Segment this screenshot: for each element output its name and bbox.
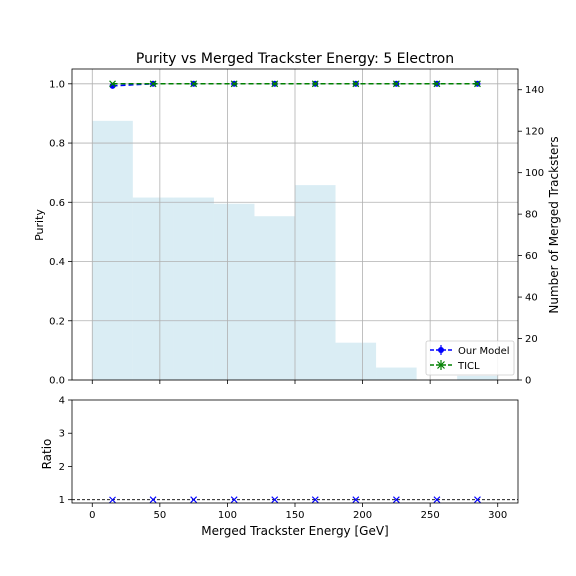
- data-point-ticl: [392, 80, 400, 88]
- legend-label-our-model: Our Model: [458, 346, 510, 357]
- legend-marker-ticl: [437, 361, 445, 369]
- y2-tick-label: 100: [525, 168, 544, 179]
- legend-entry-ticl: TICL: [430, 360, 480, 372]
- x-axis-ticks: 0 50 100 150 200 250 300: [89, 503, 507, 521]
- y2-tick-label: 60: [525, 251, 538, 262]
- ratio-point: [271, 496, 279, 504]
- x-tick-label: 0: [89, 510, 95, 521]
- x-tick-label: 100: [218, 510, 237, 521]
- histogram-bar: [173, 197, 214, 380]
- y-tick-label: 0.2: [49, 316, 65, 327]
- chart-title: Purity vs Merged Trackster Energy: 5 Ele…: [136, 51, 454, 67]
- data-point-ticl: [190, 80, 198, 88]
- legend-marker-our-model: [438, 347, 444, 353]
- ratio-y-axis-label: Ratio: [40, 439, 54, 470]
- ratio-y-tick-label: 2: [59, 462, 65, 473]
- y-tick-label: 0.6: [49, 198, 65, 209]
- ratio-point: [433, 496, 441, 504]
- ratio-panel: 1 2 3 4 0 50 100 150 200 250 300 Ratio Merged Tra…: [40, 396, 519, 538]
- legend-label-ticl: TICL: [457, 361, 480, 372]
- data-point-ticl: [433, 80, 441, 88]
- histogram-bar: [213, 203, 255, 380]
- y-tick-label: 0.4: [49, 257, 65, 268]
- histogram-bar: [132, 197, 174, 380]
- x-tick-label: 50: [153, 510, 166, 521]
- x-tick-label: 200: [353, 510, 372, 521]
- histogram-bar: [295, 185, 336, 380]
- y-tick-label: 1.0: [49, 79, 65, 90]
- x-tick-label: 250: [421, 510, 440, 521]
- data-point-ticl: [149, 80, 157, 88]
- data-point-ticl: [109, 80, 116, 88]
- y2-tick-label: 140: [525, 85, 544, 96]
- y-axis-label: Purity: [33, 209, 46, 241]
- y2-tick-label: 0: [525, 376, 531, 387]
- x-tick-label: 150: [285, 510, 304, 521]
- main-panel: 0.0 0.2 0.4 0.6 0.8 1.0 0 20 40 60 80 100 120 140 Pu…: [33, 68, 561, 387]
- y2-tick-label: 40: [525, 293, 538, 304]
- x-axis-label: Merged Trackster Energy [GeV]: [201, 524, 388, 538]
- data-point-ticl: [271, 80, 279, 88]
- y2-axis-label: Number of Merged Tracksters: [547, 136, 561, 313]
- y2-axis-ticks: 0 20 40 60 80 100 120 140: [518, 85, 544, 387]
- ratio-y-tick-label: 1: [59, 495, 65, 506]
- histogram-bar: [457, 375, 498, 380]
- ratio-point: [149, 496, 157, 504]
- ratio-point: [311, 496, 319, 504]
- y-tick-label: 0.8: [49, 139, 65, 150]
- y2-tick-label: 120: [525, 127, 544, 138]
- ratio-markers: [109, 496, 481, 504]
- histogram: [92, 120, 498, 380]
- ratio-y-tick-label: 4: [59, 396, 65, 407]
- data-point-ticl: [230, 80, 238, 88]
- data-point-ticl: [474, 80, 481, 88]
- histogram-bar: [254, 216, 295, 380]
- x-tick-label: 300: [488, 510, 507, 521]
- y-tick-label: 0.0: [49, 376, 65, 387]
- ratio-y-tick-label: 3: [59, 429, 65, 440]
- ratio-point: [190, 496, 198, 504]
- data-point-ticl: [311, 80, 319, 88]
- ratio-point: [352, 496, 360, 504]
- x-axis-ticks-top: [91, 380, 499, 384]
- ratio-point: [109, 496, 116, 504]
- ratio-point: [230, 496, 238, 504]
- ratio-point: [474, 496, 481, 504]
- legend: Our Model TICL: [425, 340, 515, 376]
- histogram-bar: [92, 120, 133, 380]
- data-point-ticl: [352, 80, 360, 88]
- y-axis-ticks: 0.0 0.2 0.4 0.6 0.8 1.0: [49, 79, 72, 387]
- ratio-y-axis-ticks: 1 2 3 4: [59, 396, 72, 506]
- data-series: [109, 80, 481, 89]
- histogram-bar: [376, 367, 417, 380]
- histogram-bar: [335, 342, 377, 380]
- ratio-point: [392, 496, 400, 504]
- legend-entry-our-model: Our Model: [430, 345, 510, 357]
- y2-tick-label: 80: [525, 210, 538, 221]
- y2-tick-label: 20: [525, 334, 538, 345]
